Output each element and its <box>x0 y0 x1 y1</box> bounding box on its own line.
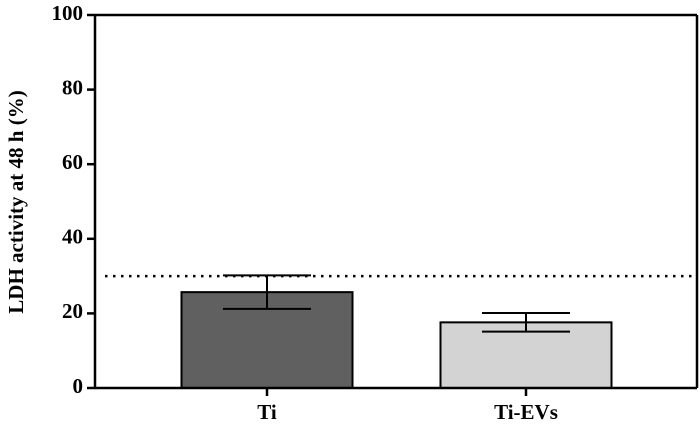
y-tick-label: 40 <box>62 225 83 249</box>
x-tick-label: Ti <box>257 400 277 424</box>
y-tick-label: 20 <box>62 299 83 323</box>
y-tick-label: 100 <box>52 1 84 25</box>
x-tick-label: Ti-EVs <box>494 400 558 424</box>
y-axis-label: LDH activity at 48 h (%) <box>4 90 28 313</box>
y-tick-label: 60 <box>62 150 83 174</box>
y-tick-label: 80 <box>62 75 83 99</box>
y-tick-label: 0 <box>73 374 84 398</box>
